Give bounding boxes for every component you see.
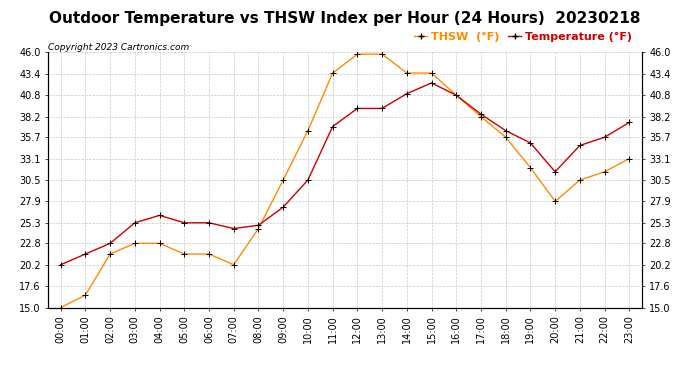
Temperature (°F) xyxy=(328,124,337,129)
Temperature (°F) xyxy=(427,81,435,85)
Temperature (°F) xyxy=(255,223,263,228)
THSW  (°F) xyxy=(526,165,535,170)
Text: Outdoor Temperature vs THSW Index per Hour (24 Hours)  20230218: Outdoor Temperature vs THSW Index per Ho… xyxy=(49,11,641,26)
THSW  (°F) xyxy=(427,71,435,75)
THSW  (°F) xyxy=(378,52,386,56)
THSW  (°F) xyxy=(575,178,584,182)
THSW  (°F) xyxy=(255,226,263,231)
THSW  (°F) xyxy=(205,252,213,256)
THSW  (°F) xyxy=(403,71,411,75)
Temperature (°F) xyxy=(625,120,633,124)
Line: Temperature (°F): Temperature (°F) xyxy=(58,80,632,267)
Temperature (°F) xyxy=(477,112,485,117)
Temperature (°F) xyxy=(526,141,535,145)
THSW  (°F) xyxy=(155,241,164,246)
Legend: THSW  (°F), Temperature (°F): THSW (°F), Temperature (°F) xyxy=(410,27,636,46)
Temperature (°F) xyxy=(304,178,312,182)
Temperature (°F) xyxy=(403,92,411,96)
Temperature (°F) xyxy=(600,135,609,140)
THSW  (°F) xyxy=(328,71,337,75)
THSW  (°F) xyxy=(57,305,65,310)
Text: Copyright 2023 Cartronics.com: Copyright 2023 Cartronics.com xyxy=(48,43,190,52)
Temperature (°F) xyxy=(353,106,362,111)
THSW  (°F) xyxy=(502,135,510,140)
THSW  (°F) xyxy=(477,114,485,119)
THSW  (°F) xyxy=(279,178,287,182)
Temperature (°F) xyxy=(155,213,164,217)
Temperature (°F) xyxy=(205,220,213,225)
Temperature (°F) xyxy=(452,93,460,98)
THSW  (°F) xyxy=(304,128,312,133)
Temperature (°F) xyxy=(180,220,188,225)
Temperature (°F) xyxy=(502,128,510,133)
Line: THSW  (°F): THSW (°F) xyxy=(58,51,632,310)
THSW  (°F) xyxy=(180,252,188,256)
THSW  (°F) xyxy=(230,262,238,267)
Temperature (°F) xyxy=(279,205,287,209)
THSW  (°F) xyxy=(452,93,460,98)
Temperature (°F) xyxy=(130,220,139,225)
THSW  (°F) xyxy=(600,170,609,174)
Temperature (°F) xyxy=(230,226,238,231)
THSW  (°F) xyxy=(81,293,90,297)
Temperature (°F) xyxy=(575,143,584,148)
THSW  (°F) xyxy=(130,241,139,246)
Temperature (°F) xyxy=(81,252,90,256)
THSW  (°F) xyxy=(106,252,115,256)
THSW  (°F) xyxy=(353,52,362,56)
THSW  (°F) xyxy=(551,199,560,204)
THSW  (°F) xyxy=(625,156,633,161)
Temperature (°F) xyxy=(378,106,386,111)
Temperature (°F) xyxy=(57,262,65,267)
Temperature (°F) xyxy=(106,241,115,246)
Temperature (°F) xyxy=(551,170,560,174)
